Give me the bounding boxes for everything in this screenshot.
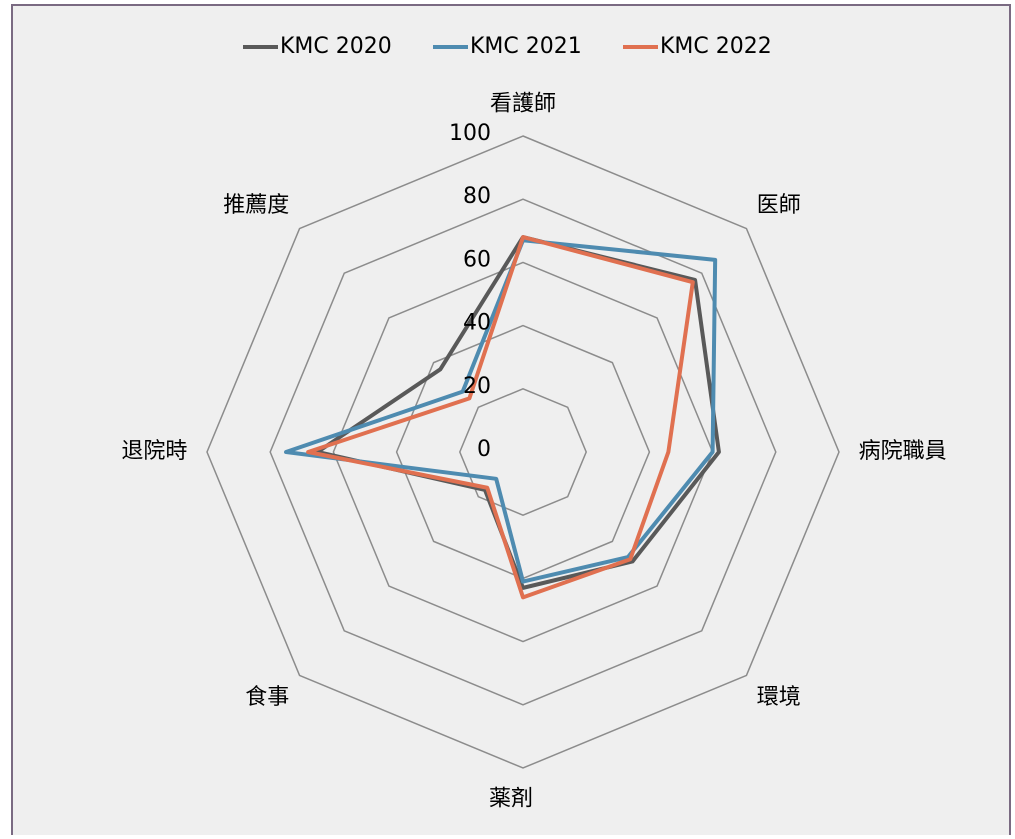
- series-line: [284, 238, 718, 584]
- category-label: 医師: [757, 193, 801, 218]
- legend-label: KMC 2020: [280, 34, 392, 59]
- category-label: 食事: [245, 685, 289, 710]
- category-label: 病院職員: [859, 439, 947, 464]
- grid-ring: [269, 198, 777, 706]
- legend-label: KMC 2022: [660, 34, 772, 59]
- category-label: 環境: [757, 685, 801, 710]
- grid-ring: [332, 261, 714, 643]
- series-line: [315, 235, 721, 590]
- tick-label: 20: [463, 374, 491, 399]
- tick-label: 100: [449, 121, 491, 146]
- category-label: 看護師: [490, 91, 556, 116]
- category-label: 退院時: [121, 439, 187, 464]
- tick-label: 40: [463, 311, 491, 336]
- tick-label: 80: [463, 184, 491, 209]
- tick-label: 60: [463, 247, 491, 272]
- tick-label: 0: [477, 437, 491, 462]
- grid-ring: [458, 387, 588, 517]
- series-line: [306, 235, 695, 600]
- chart-frame: [11, 4, 1011, 839]
- grid-ring: [206, 135, 840, 769]
- legend-label: KMC 2021: [470, 34, 582, 59]
- category-label: 推薦度: [223, 193, 289, 218]
- category-label: 薬剤: [489, 787, 533, 812]
